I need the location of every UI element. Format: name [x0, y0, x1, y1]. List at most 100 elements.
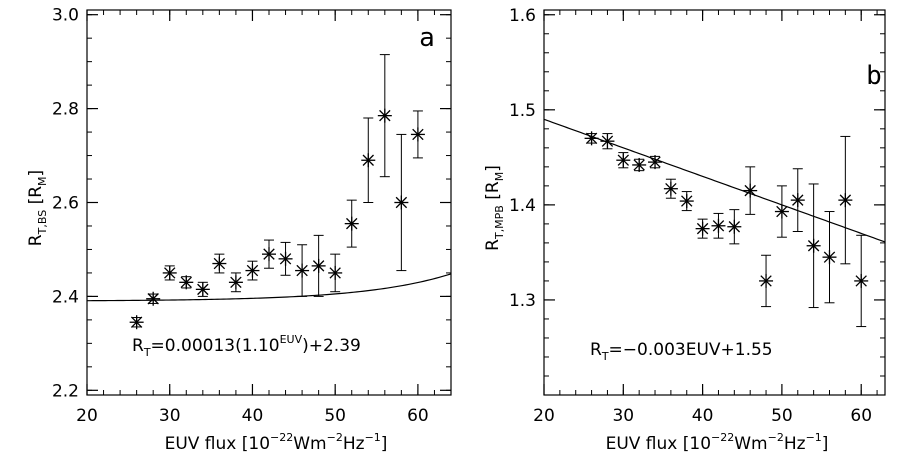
panel-b-data-point — [838, 135, 853, 265]
panel-b-label: b — [866, 61, 882, 91]
panel-b-data-points — [584, 131, 869, 328]
marker-stroke — [379, 109, 391, 122]
asterisk-marker — [774, 204, 789, 219]
panel-b-plot-frame — [543, 9, 886, 396]
panel-b-data-point — [822, 211, 837, 304]
panel-b-data-point — [727, 209, 742, 245]
panel-a-data-point — [162, 265, 177, 281]
panel-b-x-axis-title: EUV flux [10−22Wm−2Hz−1] — [606, 431, 829, 454]
asterisk-marker — [328, 265, 343, 280]
asterisk-marker — [854, 273, 869, 288]
asterisk-marker — [727, 219, 742, 234]
panel-a-data-point — [278, 241, 293, 276]
marker-stroke — [197, 283, 209, 296]
panel-a-x-tick-label: 30 — [159, 406, 181, 426]
asterisk-marker — [262, 247, 276, 262]
panel-a-y-tick-label: 2.2 — [52, 381, 79, 401]
panel-b-y-tick-label: 1.5 — [509, 101, 536, 121]
panel-b-data-point — [632, 157, 647, 172]
asterisk-marker — [759, 273, 774, 288]
panel-b-data-point — [806, 183, 821, 309]
marker-stroke — [728, 221, 741, 233]
marker-stroke — [412, 128, 424, 141]
panel-a-data-point — [245, 260, 260, 281]
asterisk-marker — [245, 263, 260, 278]
asterisk-marker — [278, 251, 293, 266]
panel-a-x-tick-label: 60 — [407, 406, 429, 426]
panel-b-y-tick-label: 1.3 — [509, 291, 536, 311]
asterisk-marker — [228, 275, 243, 290]
marker-stroke — [164, 267, 176, 279]
panel-b-data-point — [759, 254, 774, 308]
marker-stroke — [279, 253, 292, 265]
panel-b-x-tick-label: 20 — [533, 406, 555, 426]
panel-a-equation: RT=0.00013(1.10EUV)+2.39 — [132, 333, 361, 359]
panel-a-data-point — [410, 110, 425, 159]
asterisk-marker — [212, 256, 227, 271]
panel-b-data-point — [711, 212, 726, 239]
panel-b-y-tick-label: 1.4 — [509, 196, 536, 216]
marker-stroke — [649, 156, 661, 168]
panel-a-y-tick-label: 2.6 — [52, 194, 79, 214]
panel-b-fit-line — [543, 118, 886, 243]
panel-b-data-point — [679, 191, 694, 212]
marker-stroke — [601, 135, 614, 147]
panel-a-data-point — [129, 315, 144, 330]
asterisk-marker — [822, 250, 837, 265]
asterisk-marker — [632, 157, 647, 172]
marker-stroke — [617, 154, 630, 166]
marker-stroke — [585, 132, 598, 145]
asterisk-marker — [711, 218, 726, 233]
panel-b-y-tick-label: 1.6 — [509, 6, 536, 26]
panel-a-data-point — [295, 244, 310, 297]
marker-stroke — [263, 248, 275, 260]
marker-stroke — [362, 154, 374, 166]
panel-a-data-point — [377, 54, 392, 178]
marker-stroke — [744, 184, 756, 197]
asterisk-marker — [394, 195, 409, 210]
marker-stroke — [296, 264, 308, 277]
panel-a-data-points — [129, 54, 425, 330]
panel-b-data-point — [695, 218, 710, 239]
asterisk-marker — [377, 108, 392, 123]
marker-stroke — [395, 196, 408, 209]
panel-a-data-point — [344, 199, 359, 248]
panel-a-x-axis-title: EUV flux [10−22Wm−2Hz−1] — [165, 431, 388, 454]
marker-stroke — [329, 267, 341, 279]
marker-stroke — [696, 222, 709, 235]
panel-b-data-point — [774, 185, 789, 238]
marker-stroke — [776, 205, 788, 218]
panel-a-data-point — [262, 239, 276, 269]
asterisk-marker — [616, 153, 631, 168]
panel-a-data-point — [146, 291, 161, 306]
panel-b-data-point — [584, 131, 599, 146]
marker-stroke — [633, 159, 645, 171]
marker-stroke — [712, 220, 725, 232]
asterisk-marker — [179, 275, 194, 290]
asterisk-marker — [311, 258, 326, 273]
panel-b-x-tick-label: 30 — [612, 406, 634, 426]
panel-a-data-point — [179, 275, 194, 290]
panel-b-data-point — [648, 155, 663, 170]
asterisk-marker — [679, 194, 694, 209]
asterisk-marker — [295, 263, 310, 278]
panel-a-axes: 20 30 40 50 60 2.2 2.4 2.6 2.8 3.0 — [52, 6, 452, 426]
asterisk-marker — [162, 265, 177, 280]
panel-b-x-tick-label: 50 — [771, 406, 793, 426]
marker-stroke — [312, 260, 325, 272]
panel-a-data-point — [228, 272, 243, 293]
panel-a-y-tick-label: 2.4 — [52, 287, 79, 307]
panel-a-data-point — [311, 234, 326, 297]
panel-a-data-point — [394, 133, 409, 272]
asterisk-marker — [129, 315, 144, 330]
panel-b-data-point — [600, 133, 615, 150]
marker-stroke — [346, 217, 358, 230]
panel-b-data-point — [790, 168, 805, 232]
asterisk-marker — [344, 216, 359, 231]
marker-stroke — [665, 183, 677, 195]
panel-a-data-point — [212, 253, 227, 274]
panel-b-x-tick-label: 60 — [850, 406, 872, 426]
panel-b-y-axis-title: RT,MPB [RM] — [483, 165, 506, 251]
asterisk-marker — [790, 193, 805, 208]
marker-stroke — [792, 194, 804, 206]
